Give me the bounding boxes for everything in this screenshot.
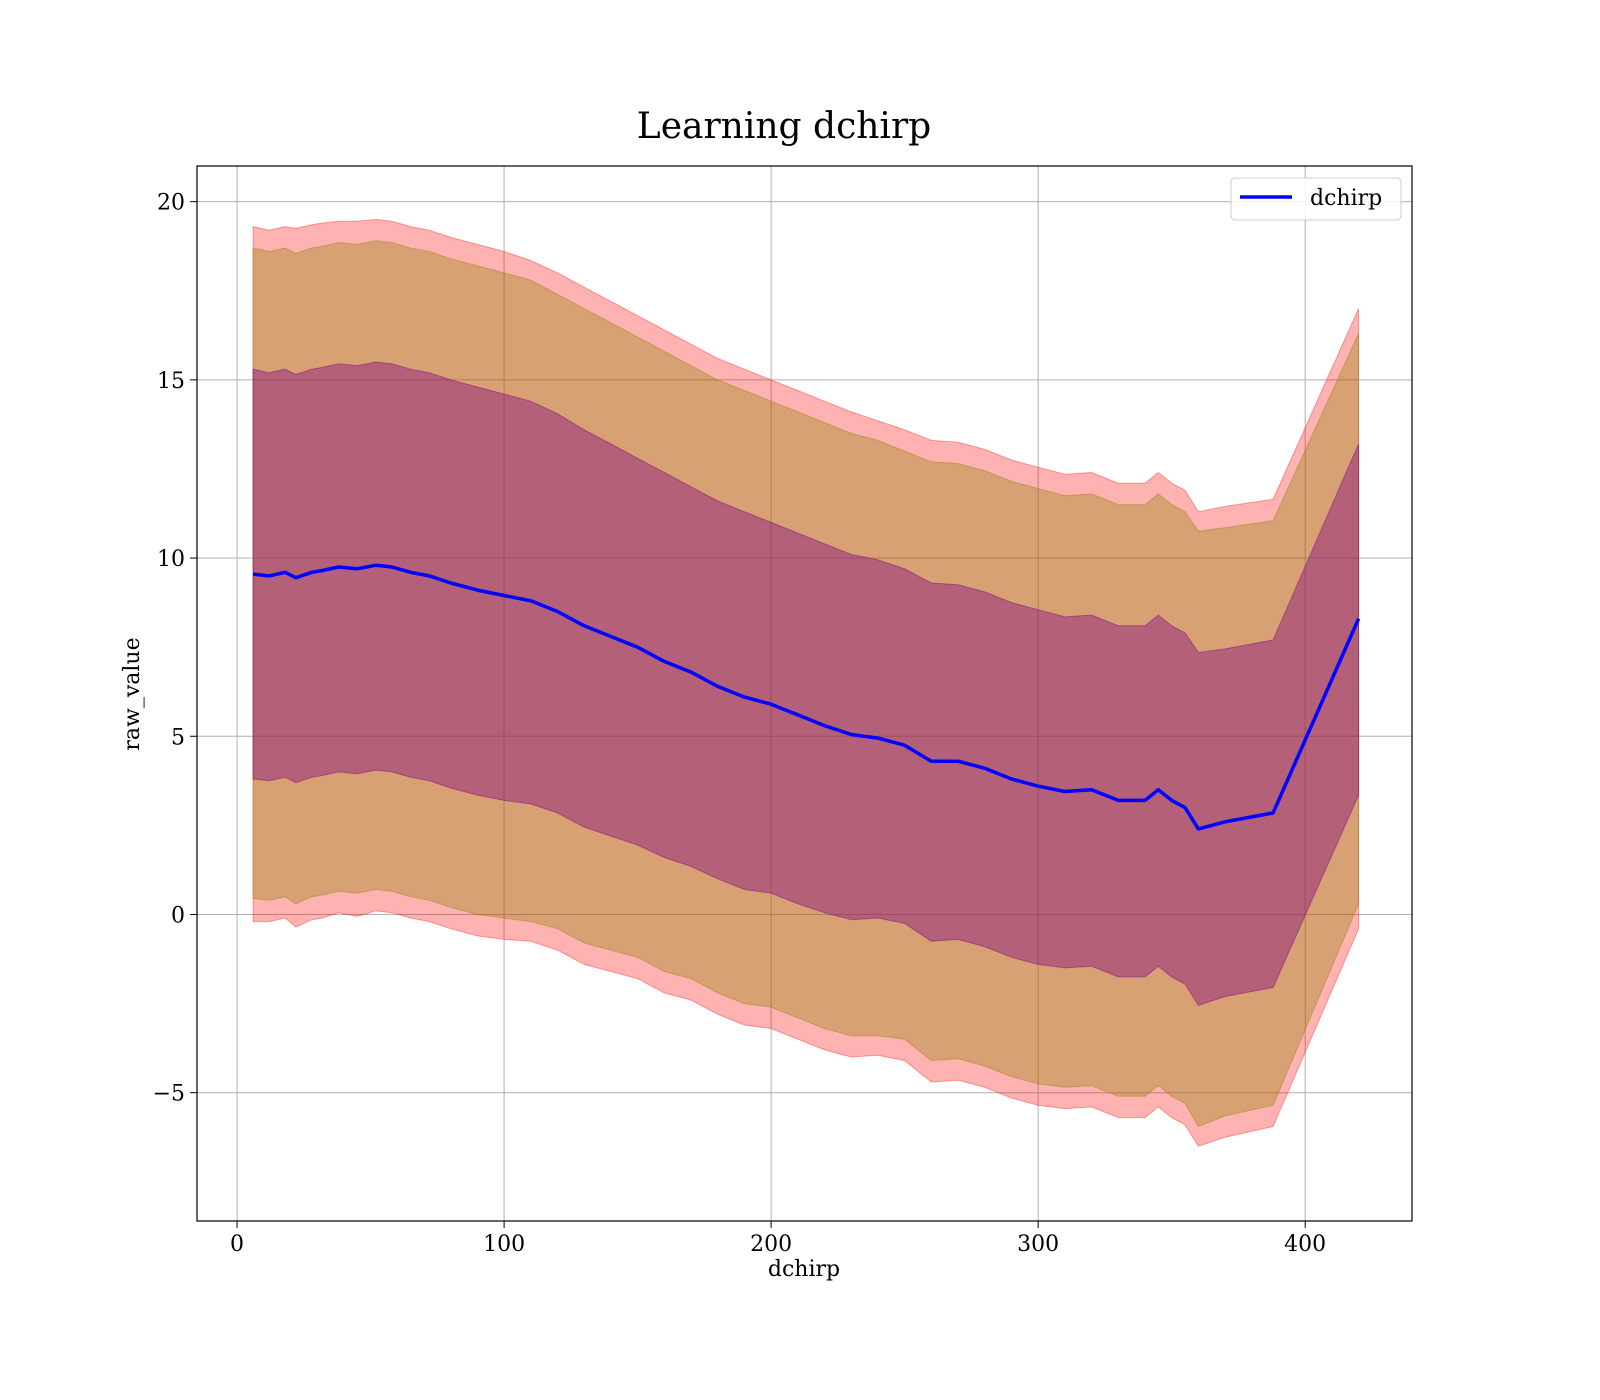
y-axis-label: raw_value	[120, 637, 145, 750]
y-tick-label: 10	[157, 547, 185, 572]
y-tick-label: −5	[153, 1082, 185, 1107]
legend-label: dchirp	[1310, 186, 1382, 211]
x-axis-ticks: 0 100 200 300 400	[230, 1221, 1326, 1257]
band-3-sigma	[252, 218, 1360, 1147]
x-tick-label: 400	[1284, 1232, 1326, 1257]
confidence-bands	[252, 218, 1360, 1147]
chart-title: Learning dchirp	[637, 106, 931, 147]
legend-box	[1230, 177, 1402, 221]
band-1-sigma	[252, 361, 1360, 1006]
band-2-sigma	[252, 240, 1360, 1128]
series-lines	[252, 563, 1361, 831]
y-tick-label: 5	[171, 725, 185, 750]
grid	[197, 166, 1412, 1221]
y-tick-label: 0	[171, 903, 185, 928]
x-axis-label: dchirp	[768, 1257, 840, 1282]
x-tick-label: 100	[483, 1232, 525, 1257]
y-tick-label: 15	[157, 369, 185, 394]
x-tick-label: 0	[230, 1232, 244, 1257]
y-tick-label: 20	[157, 191, 185, 216]
legend: dchirp	[1230, 177, 1402, 221]
y-axis-ticks: −5 0 5 10 15 20	[153, 191, 197, 1107]
x-tick-label: 200	[750, 1232, 792, 1257]
plot-frame	[196, 165, 1413, 1222]
x-tick-label: 300	[1017, 1232, 1059, 1257]
series-line-dchirp	[252, 563, 1361, 831]
